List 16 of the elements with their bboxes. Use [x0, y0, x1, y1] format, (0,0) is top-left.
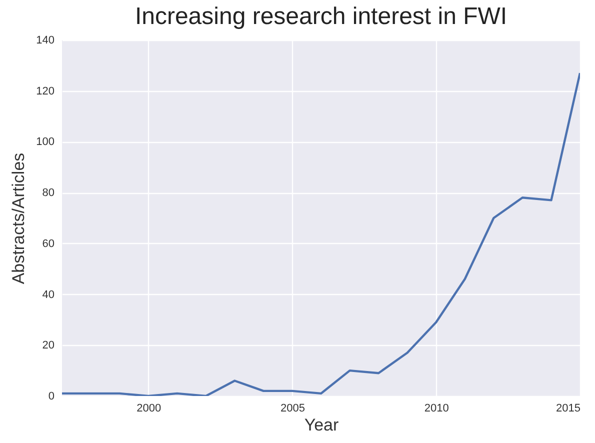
y-tick-label: 40	[42, 288, 54, 301]
x-tick-label: 2005	[280, 402, 305, 414]
line-series	[62, 72, 580, 396]
y-tick-label: 120	[36, 85, 54, 98]
y-tick-label: 80	[42, 187, 54, 200]
y-axis-title: Abstracts/Articles	[9, 152, 28, 284]
y-tick-label: 0	[48, 390, 54, 402]
x-tick-label: 2010	[424, 402, 449, 414]
x-tick-label: 2000	[136, 402, 162, 414]
y-tick-label: 140	[36, 34, 54, 46]
y-tick-label: 60	[42, 238, 54, 250]
y-tick-label: 20	[42, 340, 54, 352]
x-tick-label: 2015	[556, 402, 580, 414]
chart-title: Increasing research interest in FWI	[134, 3, 508, 30]
y-tick-label: 100	[36, 136, 54, 148]
x-axis-title: Year	[304, 416, 340, 434]
